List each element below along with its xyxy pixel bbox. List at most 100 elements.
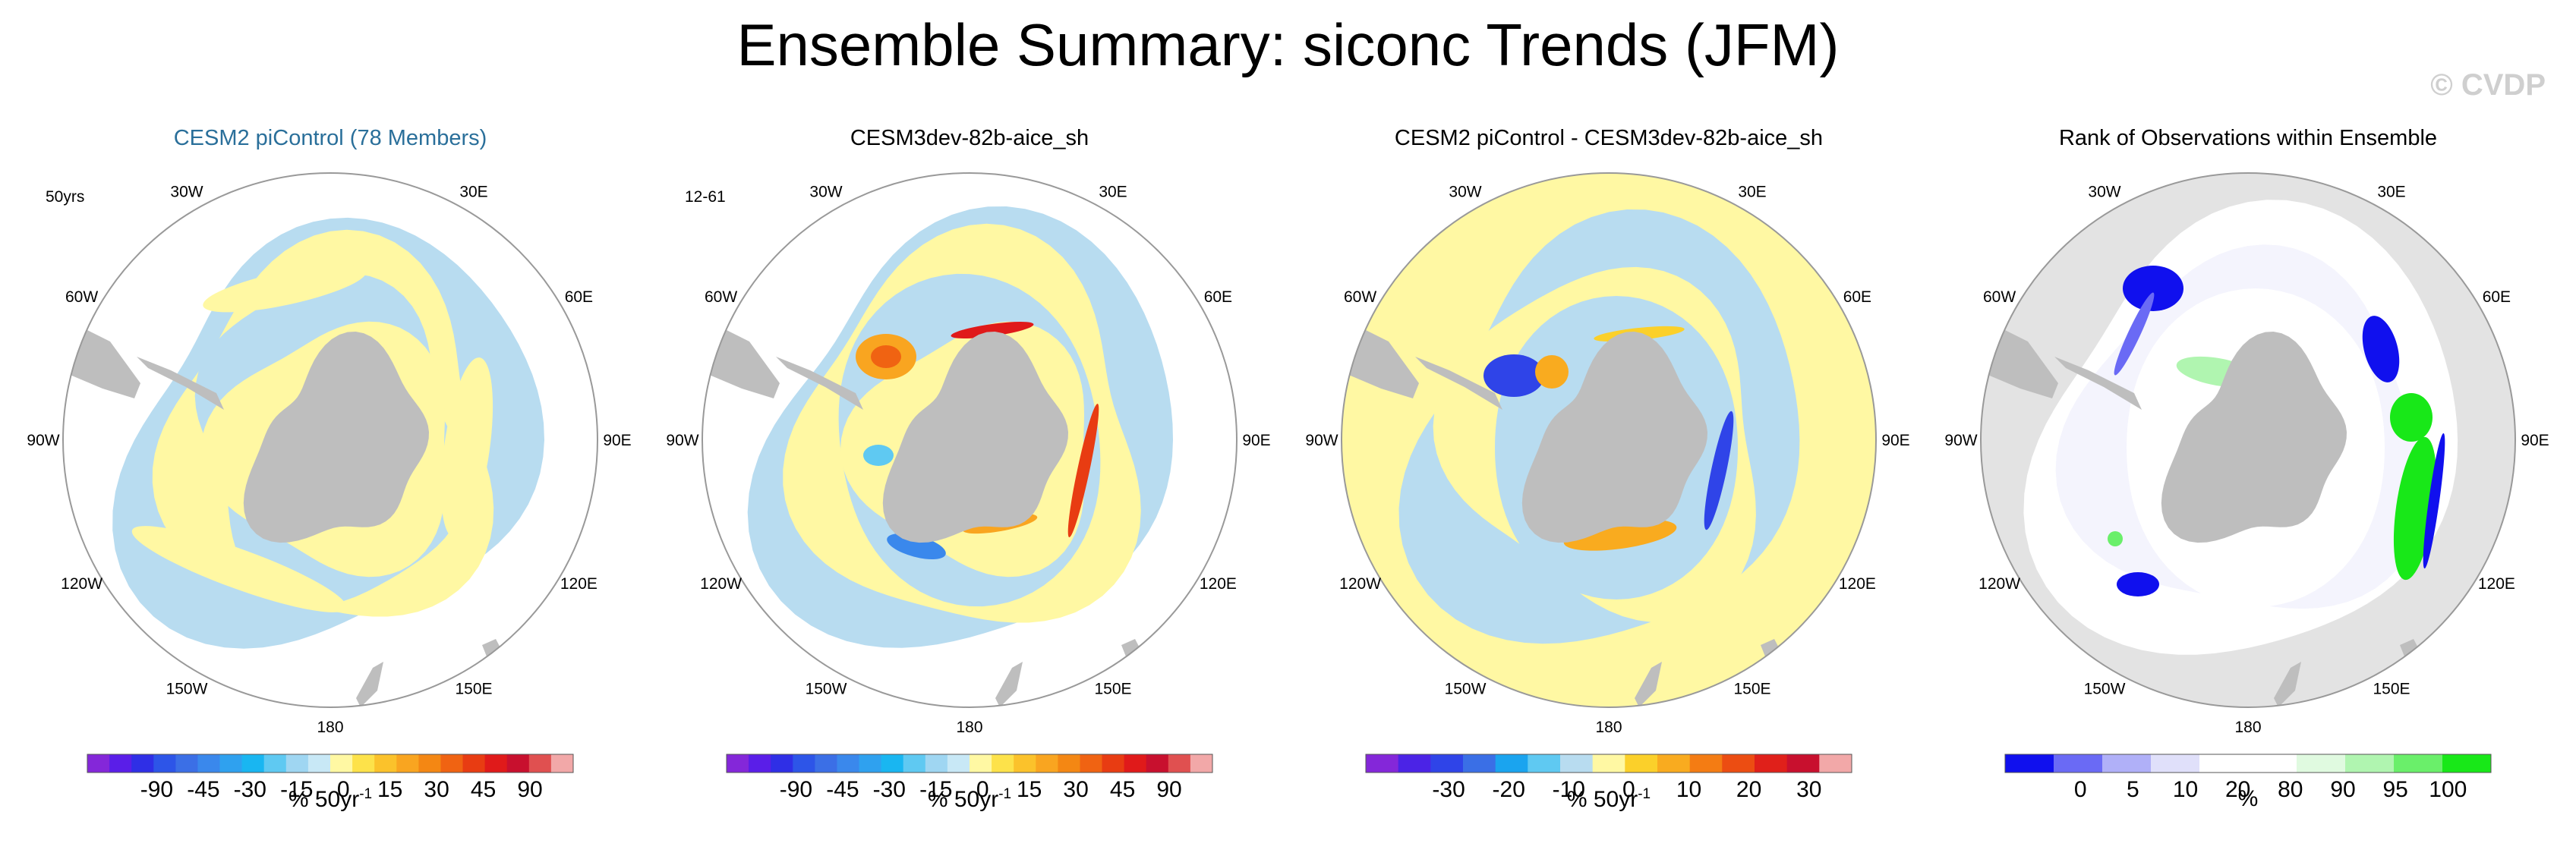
colorbar-swatch-14 (396, 754, 419, 773)
colorbar: 0 5 10 20 80 90 95 100 (1933, 750, 2563, 848)
colorbar-swatch-9 (925, 754, 948, 773)
panel-title[interactable]: CESM2 piControl (78 Members) (173, 126, 487, 150)
trend-patch-1 (2362, 316, 2400, 382)
lon-label-lon_90w: 90W (666, 432, 698, 449)
polar-map: 0 30E 60E 90E 120E 150E 180 150W 120W 90W 60W 30W (1305, 159, 1909, 736)
colorbar-tick-label: 10 (2173, 777, 2198, 802)
units-exponent: -1 (1638, 786, 1651, 802)
colorbar-swatch-3 (793, 754, 815, 773)
colorbar-swatch-5 (197, 754, 221, 773)
colorbar-swatch-13 (1786, 754, 1820, 773)
colorbar-swatch-11 (970, 754, 992, 773)
units-exponent: -1 (359, 786, 373, 802)
colorbar-swatch-3 (153, 754, 176, 773)
lon-label-lon_90e: 90E (1881, 432, 1909, 449)
colorbar-swatch-1 (2054, 754, 2103, 773)
lon-label-lon_120e: 120E (1200, 575, 1237, 593)
colorbar-tick-label: 30 (1063, 777, 1088, 802)
colorbar-swatch-4 (815, 754, 837, 773)
lon-label-lon_150w: 150W (2084, 680, 2126, 697)
colorbar-swatch-11 (1722, 754, 1755, 773)
lon-label-lon_120w: 120W (1339, 575, 1381, 593)
colorbar-tick-label: -20 (1493, 777, 1525, 802)
lon-label-lon_120e: 120E (560, 575, 597, 593)
page-title: Ensemble Summary: siconc Trends (JFM) (736, 11, 1840, 78)
colorbar-swatch-7 (881, 754, 904, 773)
trend-patch-1 (440, 357, 493, 538)
colorbar-swatch-6 (1560, 754, 1594, 773)
colorbar-swatch-9 (1657, 754, 1691, 773)
colorbar-swatch-17 (1102, 754, 1125, 773)
colorbar-units: % 50yr-1 (654, 786, 1285, 813)
colorbar-tick-label: 30 (1796, 777, 1821, 802)
lon-label-lon_60e: 60E (2483, 288, 2511, 306)
trend-patch-0 (203, 264, 367, 313)
colorbar-swatch-9 (2442, 754, 2492, 773)
colorbar-swatch-12 (992, 754, 1014, 773)
trend-patch-0 (2123, 266, 2183, 311)
colorbar-swatch-8 (263, 754, 287, 773)
colorbar-tick-label: 45 (471, 777, 496, 802)
lon-label-lon_120w: 120W (1979, 575, 2020, 593)
colorbar-swatch-6 (219, 754, 243, 773)
colorbar-svg: -90 -45 -30 -15 0 15 30 45 90 (726, 754, 1213, 802)
colorbar-swatch-1 (749, 754, 771, 773)
lon-label-lon_30e: 30E (459, 184, 487, 201)
trend-patch-2 (951, 321, 1034, 339)
lon-label-lon_60w: 60W (1344, 288, 1376, 306)
south-america-landmass (1981, 326, 2058, 398)
colorbar-swatch-14 (1819, 754, 1852, 773)
new-zealand-landmass (356, 662, 383, 707)
colorbar-border (726, 754, 1213, 773)
colorbar-swatch-20 (528, 754, 552, 773)
panel-cesm2-picontrol: CESM2 piControl (78 Members) 50yrs 0 30E 6… (15, 114, 645, 850)
colorbar-tick-label: 5 (2127, 777, 2139, 802)
colorbar-swatch-5 (2248, 754, 2297, 773)
colorbar-swatch-4 (175, 754, 198, 773)
panel-note: 50yrs (46, 188, 85, 206)
colorbar-tick-label: 0 (976, 777, 989, 802)
panel-title: CESM3dev-82b-aice_sh (850, 126, 1089, 150)
colorbar-swatch-15 (418, 754, 441, 773)
colorbar-svg: -30 -20 -10 0 10 20 30 (1365, 754, 1852, 802)
trend-patch-2 (2390, 393, 2433, 442)
panel-note: 12-61 (685, 188, 726, 206)
colorbar-units: % (1933, 786, 2563, 812)
colorbar-swatch-19 (1146, 754, 1169, 773)
colorbar-border (1365, 754, 1852, 773)
colorbar-swatch-21 (1190, 754, 1213, 773)
lon-label-lon_120w: 120W (61, 575, 102, 593)
antarctic-peninsula (2054, 357, 2142, 410)
south-america-landmass (1342, 326, 1419, 398)
colorbar: -90 -45 -30 -15 0 15 30 45 90 (15, 750, 645, 848)
colorbar-swatch-7 (2345, 754, 2395, 773)
lon-label-lon_30w: 30W (170, 184, 203, 201)
colorbar-tick-label: 100 (2429, 777, 2467, 802)
polar-map: 0 30E 60E 90E 120E 150E 180 150W 120W 90W 60W 30W (1944, 159, 2549, 736)
colorbar-tick-label: 0 (1622, 777, 1635, 802)
colorbar-tick-label: 10 (1676, 777, 1701, 802)
colorbar-swatch-2 (2102, 754, 2152, 773)
trend-patch-6 (863, 445, 894, 466)
colorbar-swatch-7 (241, 754, 265, 773)
lon-label-lon_90e: 90E (1242, 432, 1270, 449)
lon-label-lon_180: 180 (2234, 719, 2261, 736)
colorbar-tick-label: -10 (1553, 777, 1585, 802)
colorbar-tick-label: 15 (1017, 777, 1042, 802)
panel-obs-rank: Rank of Observations within Ensemble 0 30… (1933, 114, 2563, 850)
lon-label-lon_150w: 150W (1445, 680, 1487, 697)
colorbar-swatch-18 (1124, 754, 1147, 773)
map-boundary (1341, 172, 1877, 708)
colorbar-swatch-0 (727, 754, 749, 773)
lon-label-lon_180: 180 (956, 719, 982, 736)
units-text: % 50yr (1566, 787, 1638, 812)
panel-difference: CESM2 piControl - CESM3dev-82b-aice_sh 0… (1294, 114, 1924, 850)
colorbar-swatch-18 (484, 754, 508, 773)
trend-patch-6 (2108, 531, 2123, 546)
lon-label-lon_0: 0 (2243, 159, 2253, 162)
lon-label-lon_150e: 150E (1094, 680, 1131, 697)
lon-label-lon_0: 0 (326, 159, 335, 162)
trend-patch-1 (871, 345, 901, 368)
trend-patch-1 (1535, 355, 1569, 389)
lon-label-lon_90e: 90E (603, 432, 631, 449)
